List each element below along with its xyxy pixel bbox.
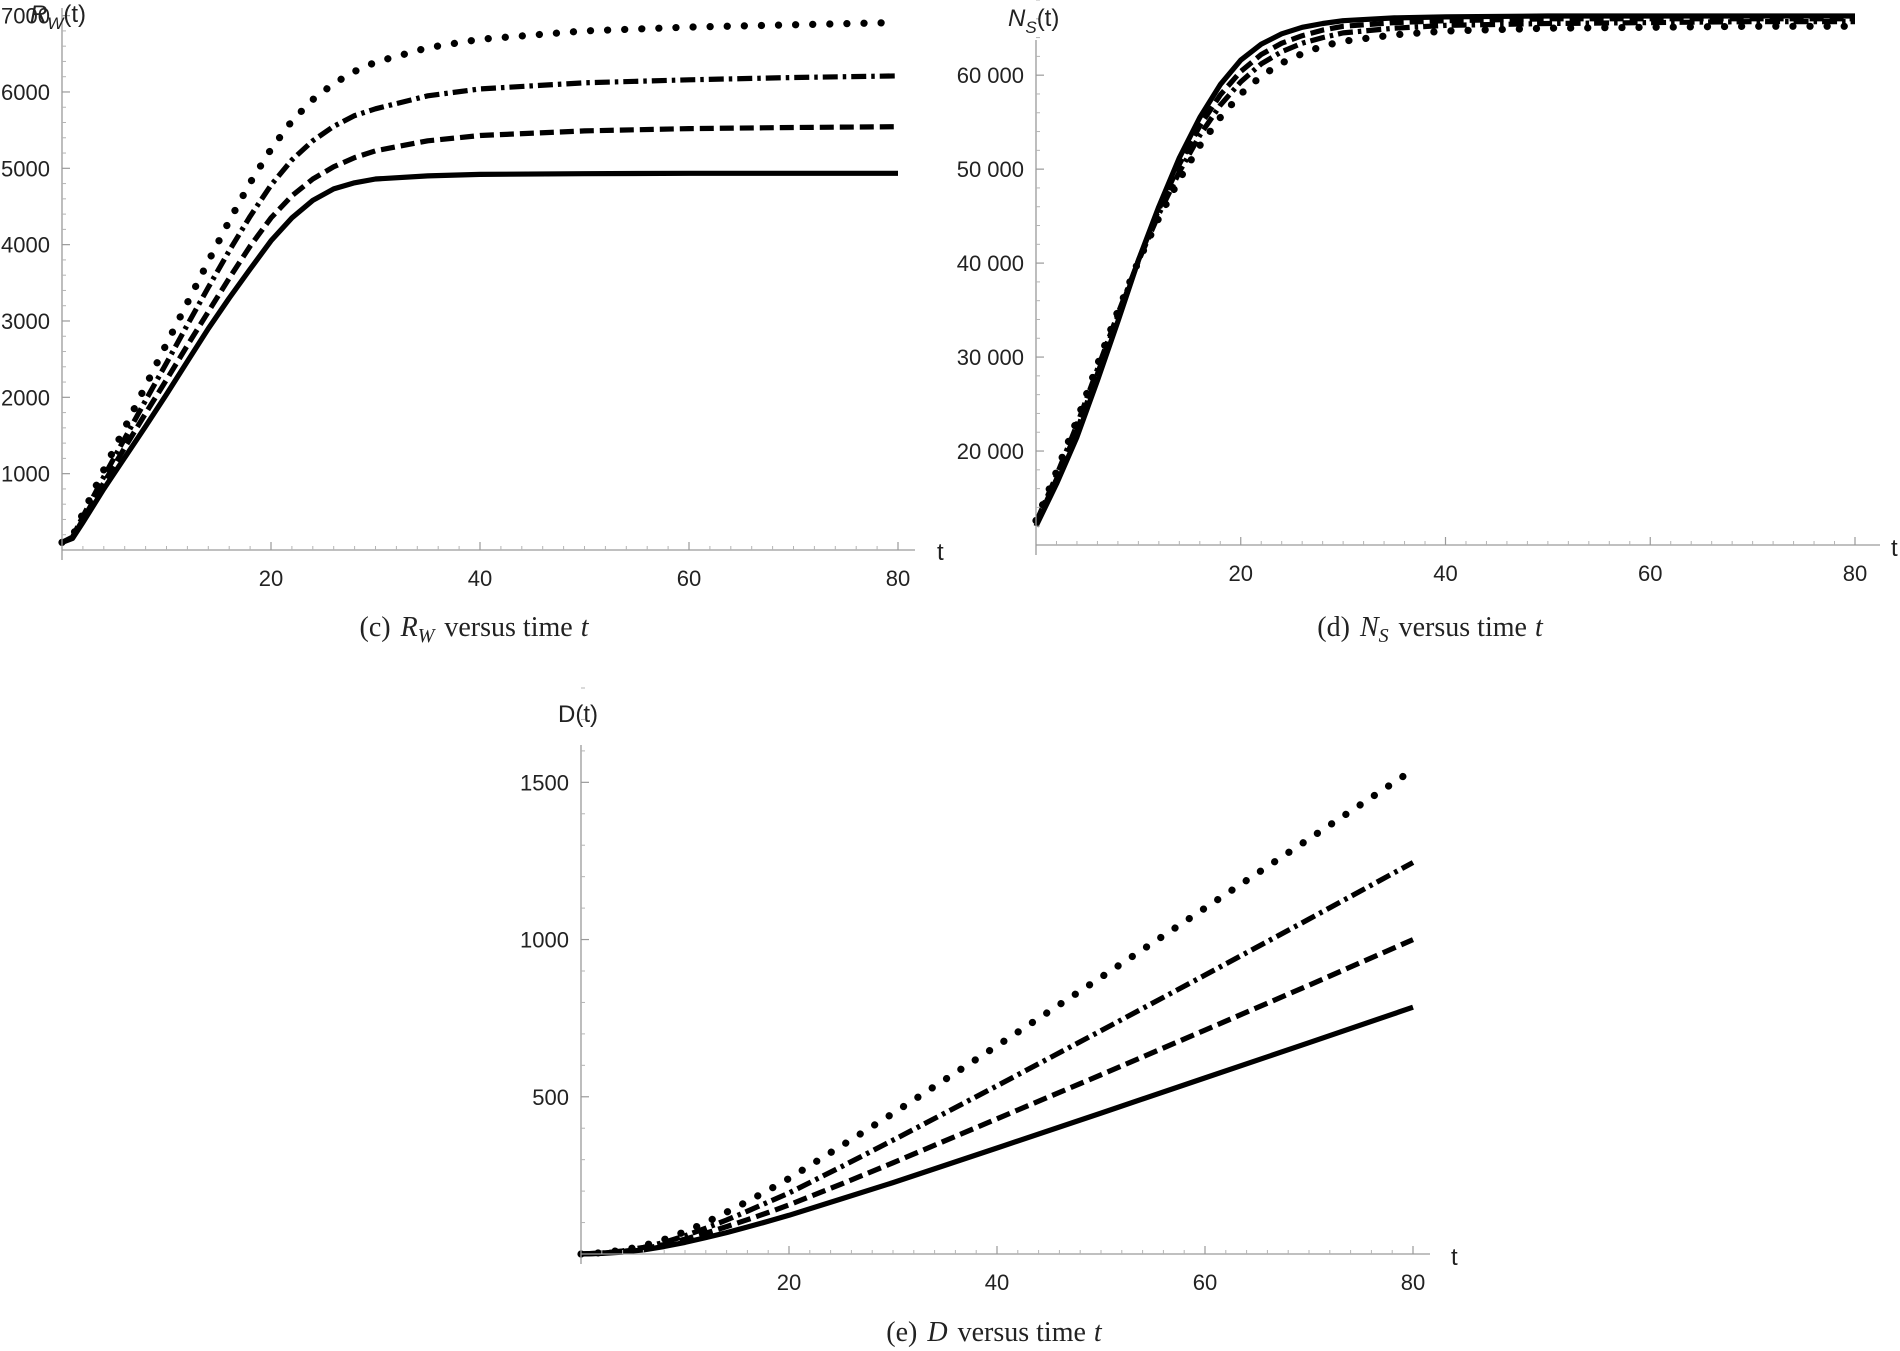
panel-d-series <box>1032 13 1859 528</box>
panel-e-series-solid <box>580 1004 1414 1257</box>
panel-c-y-tick-label: 3000 <box>1 309 50 334</box>
panel-d-y-tick-label: 60 000 <box>957 63 1024 88</box>
panel-d-series-solid <box>1033 13 1855 528</box>
panel-e-x-tick-label: 40 <box>985 1270 1009 1295</box>
panel-d-x-tick-label: 60 <box>1638 561 1662 586</box>
panel-e-y-tick-label: 1500 <box>520 770 569 795</box>
panel-e-x-tick-label: 20 <box>777 1270 801 1295</box>
panel-e-x-axis-label: t <box>1451 1244 1458 1271</box>
panel-c-x-tick-label: 20 <box>259 566 283 591</box>
panel-d-y-axis-label: NS(t) <box>1008 5 1059 37</box>
panel-d-y-tick-label: 20 000 <box>957 439 1024 464</box>
panel-c-y-tick-label: 4000 <box>1 233 50 258</box>
panel-c-y-tick-label: 2000 <box>1 385 50 410</box>
panel-d-x-axis-label: t <box>1891 535 1898 562</box>
panel-d-x-tick-label: 80 <box>1843 561 1867 586</box>
panel-e-series-dashdot <box>580 860 1415 1257</box>
panel-e-y-tick-label: 500 <box>532 1085 569 1110</box>
panel-e-series-dotted <box>577 766 1417 1258</box>
panel-e-ticks: 20 40 60 80 500 1000 1500 <box>520 687 1425 1295</box>
panel-d-y-tick-label: 30 000 <box>957 345 1024 370</box>
panel-c-series <box>58 18 902 546</box>
panel-c-y-tick-label: 1000 <box>1 462 50 487</box>
panel-d-series-dashed <box>1033 16 1855 526</box>
panel-c-x-axis-label: t <box>937 539 944 566</box>
panel-c-series-solid <box>61 170 898 545</box>
panel-e-y-axis-label: D(t) <box>558 701 598 728</box>
panel-e-y-tick-label: 1000 <box>520 928 569 953</box>
panel-c-series-dashdot <box>60 73 899 545</box>
panel-d-x-tick-label: 40 <box>1433 561 1457 586</box>
panel-d: 20 40 60 80 20 000 30 000 40 000 50 000 60 000 N… <box>957 0 1898 647</box>
panel-e-series-dashed <box>580 937 1415 1257</box>
panel-c-y-axis-label: RW(t) <box>30 1 86 33</box>
panel-c-x-tick-label: 80 <box>886 566 910 591</box>
panel-c-y-tick-label: 7000 <box>1 4 50 29</box>
panel-c-caption: (c) RW versus time t <box>360 612 590 647</box>
panel-d-y-tick-label: 40 000 <box>957 251 1024 276</box>
panel-d-ticks: 20 40 60 80 20 000 30 000 40 000 50 000 60 000 <box>957 0 1867 586</box>
panel-d-series-dotted <box>1032 22 1859 525</box>
panel-e-x-tick-label: 60 <box>1193 1270 1217 1295</box>
panel-d-x-tick-label: 20 <box>1229 561 1253 586</box>
panel-c-x-tick-label: 60 <box>677 566 701 591</box>
panel-c-ticks: 20 40 60 80 1000 2000 3000 4000 5000 6000 7000 <box>1 4 910 591</box>
panel-e-x-tick-label: 80 <box>1401 1270 1425 1295</box>
panel-c-series-dotted <box>58 18 902 546</box>
panel-c-series-dashed <box>60 124 899 545</box>
panel-c: 20 40 60 80 1000 2000 3000 4000 5000 6000 7000 RW(… <box>1 1 944 647</box>
panel-d-y-tick-label: 50 000 <box>957 157 1024 182</box>
panel-d-series-dashdot <box>1033 19 1855 524</box>
panel-e-series <box>577 766 1417 1258</box>
panel-c-y-tick-label: 6000 <box>1 80 50 105</box>
panel-c-y-tick-label: 5000 <box>1 156 50 181</box>
panel-c-x-tick-label: 40 <box>468 566 492 591</box>
panel-d-caption: (d) NS versus time t <box>1317 612 1544 647</box>
